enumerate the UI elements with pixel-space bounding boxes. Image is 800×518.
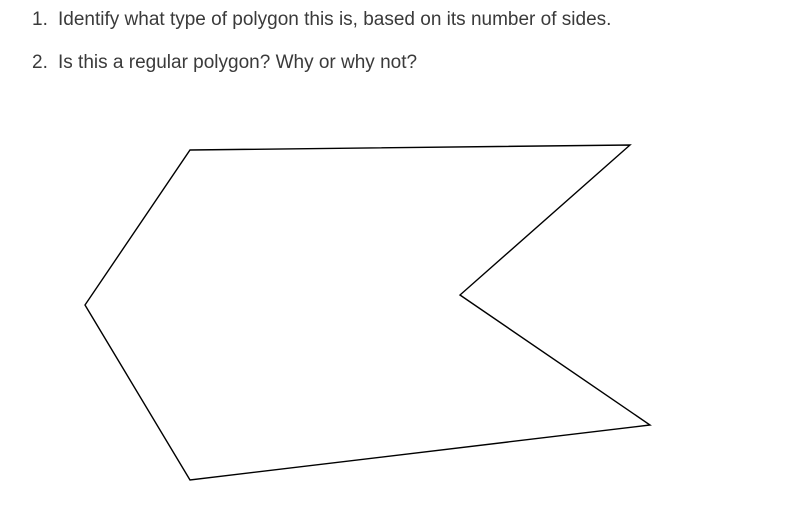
question-number: 1.	[32, 8, 58, 33]
polygon-figure	[60, 130, 700, 500]
question-text: Identify what type of polygon this is, b…	[58, 8, 800, 33]
question-number: 2.	[32, 51, 58, 76]
question-item: 1. Identify what type of polygon this is…	[32, 8, 800, 33]
question-text: Is this a regular polygon? Why or why no…	[58, 51, 800, 76]
question-item: 2. Is this a regular polygon? Why or why…	[32, 51, 800, 76]
hexagon-shape	[60, 130, 700, 500]
question-list: 1. Identify what type of polygon this is…	[0, 0, 800, 75]
